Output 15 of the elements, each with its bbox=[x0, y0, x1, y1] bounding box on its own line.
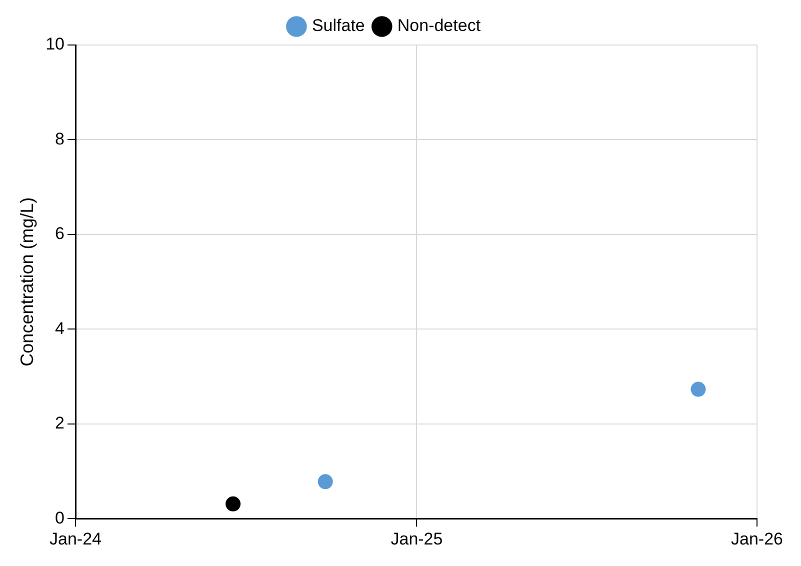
legend-label: Non-detect bbox=[397, 16, 481, 36]
x-tick-label: Jan-25 bbox=[390, 529, 443, 548]
y-tick-label: 8 bbox=[55, 129, 65, 148]
y-tick-label: 4 bbox=[55, 318, 65, 338]
y-tick-label: 2 bbox=[55, 414, 65, 433]
x-tick-label: Jan-24 bbox=[50, 529, 102, 548]
y-axis-title: Concentration (mg/L) bbox=[16, 197, 37, 366]
y-tick-label: 6 bbox=[55, 224, 65, 244]
point bbox=[318, 474, 333, 490]
point bbox=[226, 496, 241, 512]
y-tick-label: 0 bbox=[55, 508, 65, 528]
legend-label: Sulfate bbox=[312, 16, 365, 36]
x-tick-label: Jan-26 bbox=[731, 529, 783, 548]
y-tick-label: 10 bbox=[46, 34, 65, 54]
point bbox=[690, 382, 706, 397]
